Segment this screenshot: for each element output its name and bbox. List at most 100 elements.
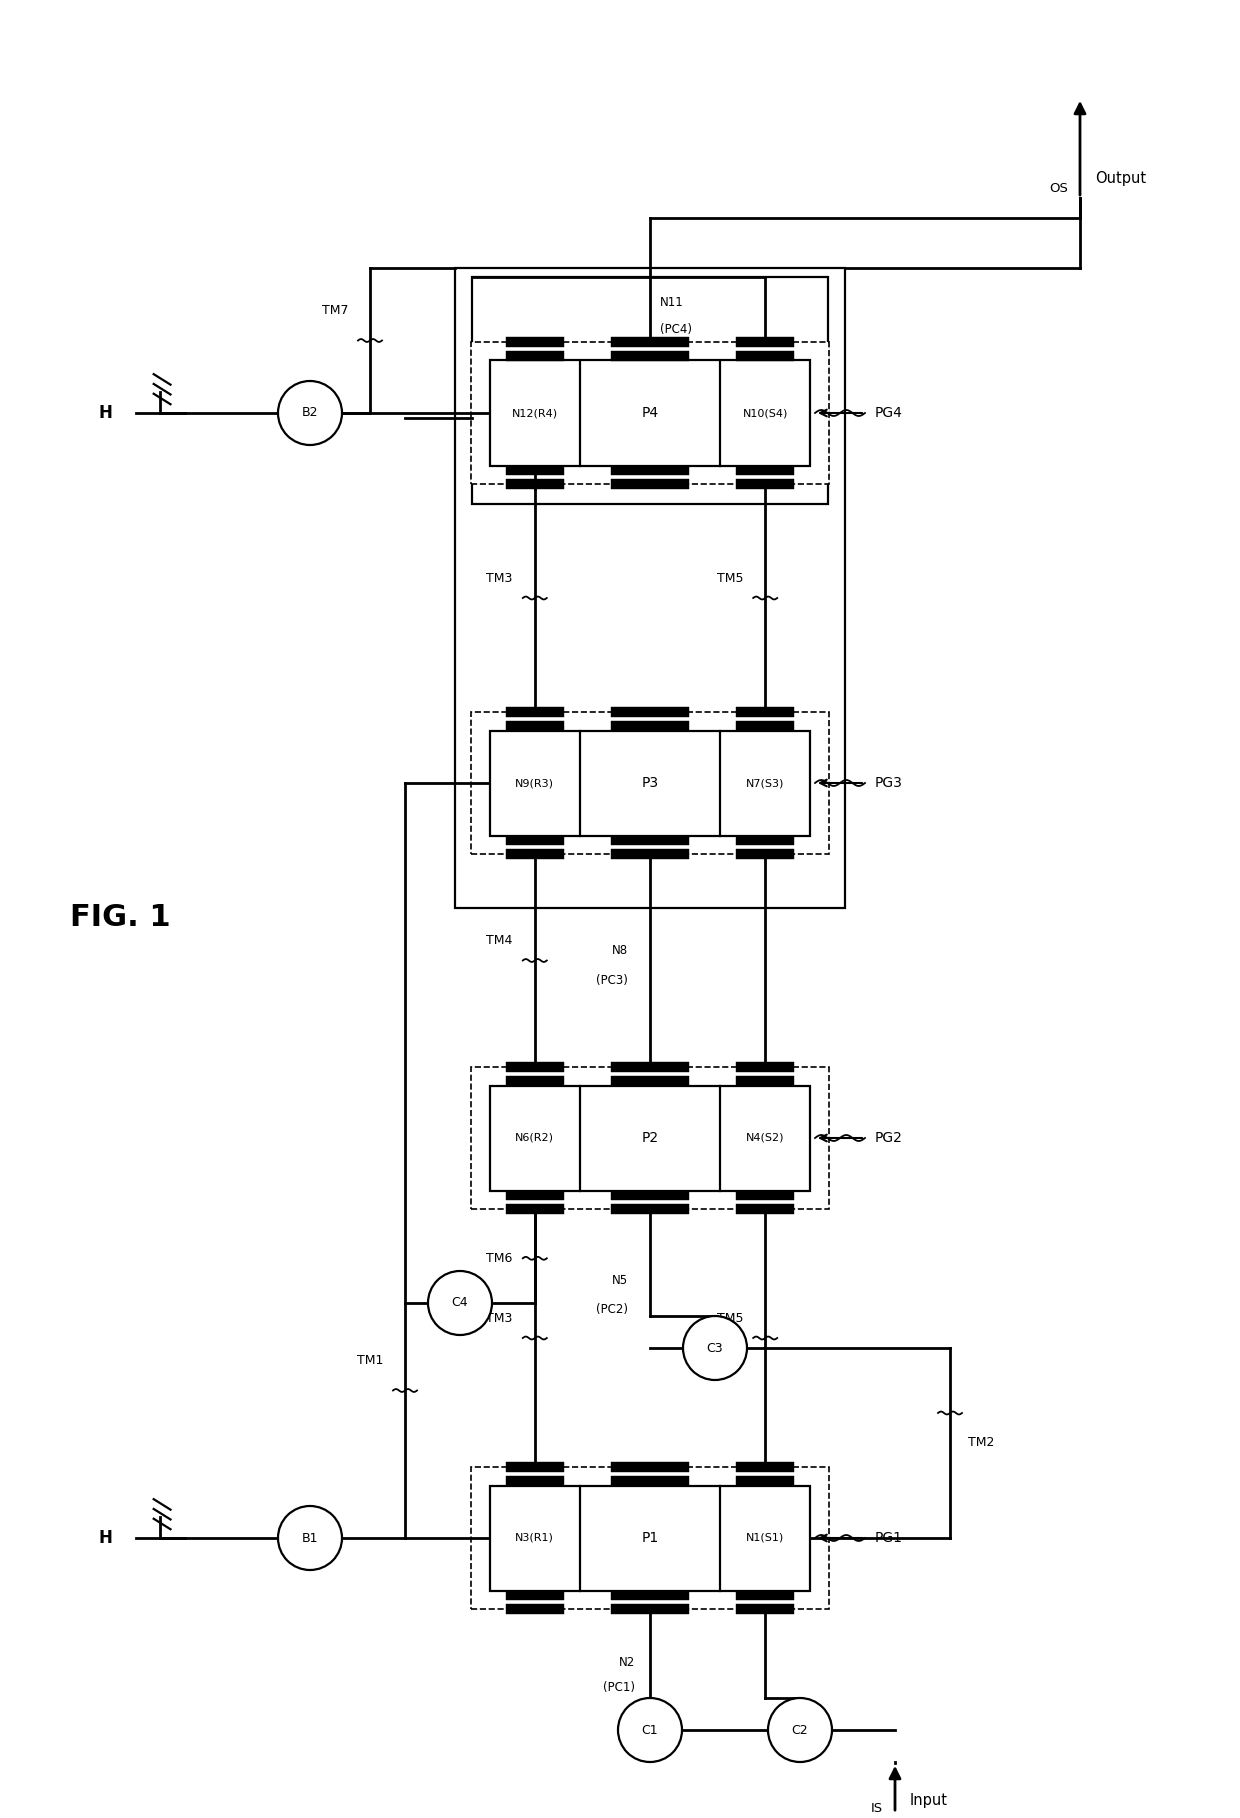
Text: C4: C4 [451,1296,469,1309]
Text: FIG. 1: FIG. 1 [69,904,170,933]
Bar [611,480,688,489]
Text: TM2: TM2 [968,1436,994,1449]
Text: C1: C1 [641,1723,658,1736]
Bar [737,1591,795,1600]
Bar [737,351,795,360]
Text: TM6: TM6 [486,1253,513,1265]
Text: PG1: PG1 [875,1531,903,1545]
Text: N7(S3): N7(S3) [746,778,785,787]
Bar [611,722,688,731]
Circle shape [278,1505,342,1571]
Bar [611,849,688,858]
Bar [506,465,564,474]
Text: TM3: TM3 [486,571,513,585]
Bar [737,836,795,845]
Bar [506,1591,564,1600]
Bar [611,836,688,845]
Text: P1: P1 [641,1531,658,1545]
Bar [611,465,688,474]
Circle shape [278,382,342,445]
Bar [506,849,564,858]
Bar [737,465,795,474]
Bar [506,480,564,489]
Text: P3: P3 [641,776,658,791]
Text: N2: N2 [619,1656,635,1669]
Bar [737,1076,795,1085]
Text: TM1: TM1 [357,1354,383,1367]
Bar [471,342,830,484]
Bar [506,1076,564,1085]
Text: Input: Input [910,1794,949,1809]
Circle shape [683,1316,746,1380]
Bar [611,1603,688,1614]
Bar [611,1476,688,1485]
Bar [737,338,795,347]
Bar [490,360,810,465]
Text: P4: P4 [641,405,658,420]
Bar [506,338,564,347]
Text: H: H [98,1529,112,1547]
Bar [611,1462,688,1473]
Bar [611,1191,688,1200]
Bar [737,1476,795,1485]
Text: N10(S4): N10(S4) [743,407,787,418]
Text: TM5: TM5 [717,1311,743,1325]
Bar [737,1204,795,1214]
Bar [611,351,688,360]
Text: OS: OS [1049,182,1068,195]
Bar [506,1603,564,1614]
Bar [506,1204,564,1214]
Text: C3: C3 [707,1342,723,1354]
Bar [611,1204,688,1214]
Text: B1: B1 [301,1531,319,1545]
Bar [611,707,688,716]
Bar [737,480,795,489]
Bar [506,1462,564,1473]
Circle shape [428,1271,492,1334]
Text: PG3: PG3 [875,776,903,791]
Bar [506,1476,564,1485]
Bar [490,731,810,836]
Text: N12(R4): N12(R4) [512,407,558,418]
Bar [737,1191,795,1200]
Text: B2: B2 [301,407,319,420]
Text: PG2: PG2 [875,1131,903,1145]
Bar [471,1467,830,1609]
Text: N11: N11 [660,296,683,309]
Bar [737,722,795,731]
Bar [611,338,688,347]
Bar [506,707,564,716]
Bar [506,836,564,845]
Text: TM4: TM4 [486,934,513,947]
Text: C2: C2 [791,1723,808,1736]
Text: IS: IS [870,1802,883,1814]
Bar [506,1062,564,1073]
Text: (PC3): (PC3) [596,974,627,987]
Circle shape [618,1698,682,1762]
Text: N9(R3): N9(R3) [516,778,554,787]
Text: N1(S1): N1(S1) [746,1533,785,1543]
Bar [611,1591,688,1600]
Text: N5: N5 [611,1274,627,1287]
Text: (PC2): (PC2) [596,1302,627,1316]
Text: N6(R2): N6(R2) [516,1133,554,1144]
Text: H: H [98,404,112,422]
Bar [471,711,830,854]
Text: P2: P2 [641,1131,658,1145]
Text: N4(S2): N4(S2) [746,1133,785,1144]
Text: TM5: TM5 [717,571,743,585]
Bar [737,707,795,716]
Bar [455,267,844,907]
Text: Output: Output [1095,171,1146,185]
Bar [506,351,564,360]
Text: PG4: PG4 [875,405,903,420]
Text: TM3: TM3 [486,1311,513,1325]
Bar [490,1085,810,1191]
Circle shape [768,1698,832,1762]
Bar [611,1076,688,1085]
Bar [506,722,564,731]
Bar [737,1462,795,1473]
Bar [471,1067,830,1209]
Text: N8: N8 [611,944,627,956]
Bar [611,1062,688,1073]
